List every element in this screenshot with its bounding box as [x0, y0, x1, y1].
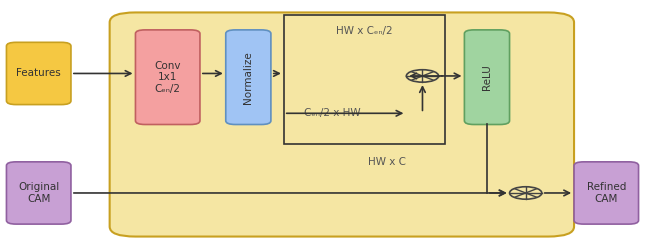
Text: Conv
1x1
Cₑₙ/2: Conv 1x1 Cₑₙ/2	[154, 61, 181, 94]
Text: ReLU: ReLU	[482, 64, 492, 90]
Text: HW x C: HW x C	[368, 157, 406, 167]
Text: Refined
CAM: Refined CAM	[586, 182, 626, 204]
Text: Original
CAM: Original CAM	[18, 182, 59, 204]
FancyBboxPatch shape	[110, 12, 574, 237]
Text: HW x Cₑₙ/2: HW x Cₑₙ/2	[336, 26, 393, 36]
FancyBboxPatch shape	[6, 162, 71, 224]
FancyBboxPatch shape	[574, 162, 639, 224]
FancyBboxPatch shape	[464, 30, 510, 124]
FancyBboxPatch shape	[6, 42, 71, 105]
Text: Normalize: Normalize	[243, 51, 253, 104]
FancyBboxPatch shape	[226, 30, 271, 124]
FancyBboxPatch shape	[135, 30, 200, 124]
Text: Cₑₙ/2 x HW: Cₑₙ/2 x HW	[304, 108, 361, 118]
Text: Features: Features	[16, 68, 61, 78]
Bar	[284, 15, 445, 144]
